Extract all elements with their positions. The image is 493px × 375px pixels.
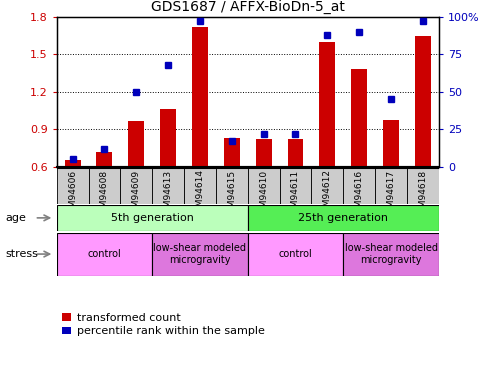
Bar	[89, 168, 120, 204]
Bar	[57, 205, 247, 231]
Text: GSM94614: GSM94614	[195, 170, 205, 219]
Bar	[184, 168, 216, 204]
Bar	[216, 168, 247, 204]
Text: GSM94608: GSM94608	[100, 170, 109, 219]
Bar	[343, 168, 375, 204]
Bar	[224, 138, 240, 167]
Bar	[343, 232, 439, 276]
Text: GSM94611: GSM94611	[291, 170, 300, 219]
Bar	[97, 152, 112, 167]
Title: GDS1687 / AFFX-BioDn-5_at: GDS1687 / AFFX-BioDn-5_at	[151, 0, 345, 15]
Text: GSM94609: GSM94609	[132, 170, 141, 219]
Bar	[128, 121, 144, 167]
Bar	[407, 168, 439, 204]
Bar	[247, 205, 439, 231]
Bar	[319, 42, 335, 167]
Text: GSM94610: GSM94610	[259, 170, 268, 219]
Bar	[152, 232, 247, 276]
Bar	[160, 110, 176, 167]
Text: stress: stress	[5, 249, 38, 259]
Text: control: control	[88, 249, 121, 259]
Text: GSM94617: GSM94617	[387, 170, 395, 219]
Bar	[247, 232, 343, 276]
Bar	[256, 140, 272, 167]
Text: low-shear modeled
microgravity: low-shear modeled microgravity	[153, 243, 246, 265]
Text: age: age	[5, 213, 26, 223]
Text: control: control	[279, 249, 313, 259]
Bar	[57, 232, 152, 276]
Bar	[152, 168, 184, 204]
Text: GSM94615: GSM94615	[227, 170, 236, 219]
Bar	[65, 160, 80, 167]
Text: 25th generation: 25th generation	[298, 213, 388, 223]
Bar	[120, 168, 152, 204]
Bar	[415, 36, 431, 167]
Text: GSM94616: GSM94616	[354, 170, 364, 219]
Text: low-shear modeled
microgravity: low-shear modeled microgravity	[345, 243, 437, 265]
Text: GSM94618: GSM94618	[419, 170, 427, 219]
Legend: transformed count, percentile rank within the sample: transformed count, percentile rank withi…	[62, 313, 265, 336]
Bar	[192, 27, 208, 167]
Bar	[351, 69, 367, 167]
Bar	[57, 168, 89, 204]
Bar	[247, 168, 280, 204]
Text: GSM94613: GSM94613	[164, 170, 173, 219]
Bar	[280, 168, 312, 204]
Bar	[312, 168, 343, 204]
Text: GSM94606: GSM94606	[68, 170, 77, 219]
Bar	[383, 120, 399, 167]
Text: GSM94612: GSM94612	[323, 170, 332, 219]
Bar	[375, 168, 407, 204]
Text: 5th generation: 5th generation	[111, 213, 194, 223]
Bar	[287, 140, 304, 167]
